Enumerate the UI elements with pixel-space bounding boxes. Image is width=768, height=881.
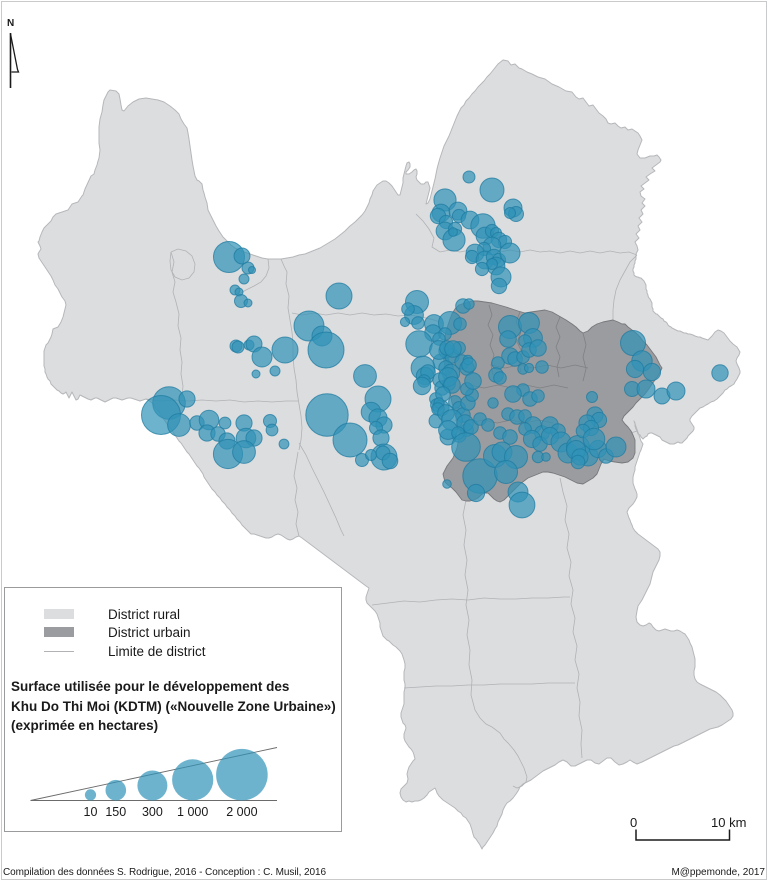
svg-text:N: N: [7, 18, 14, 29]
svg-text:1 000: 1 000: [177, 805, 208, 819]
svg-text:300: 300: [142, 805, 163, 819]
svg-text:10: 10: [84, 805, 98, 819]
svg-text:150: 150: [105, 805, 126, 819]
svg-text:2 000: 2 000: [226, 805, 257, 819]
